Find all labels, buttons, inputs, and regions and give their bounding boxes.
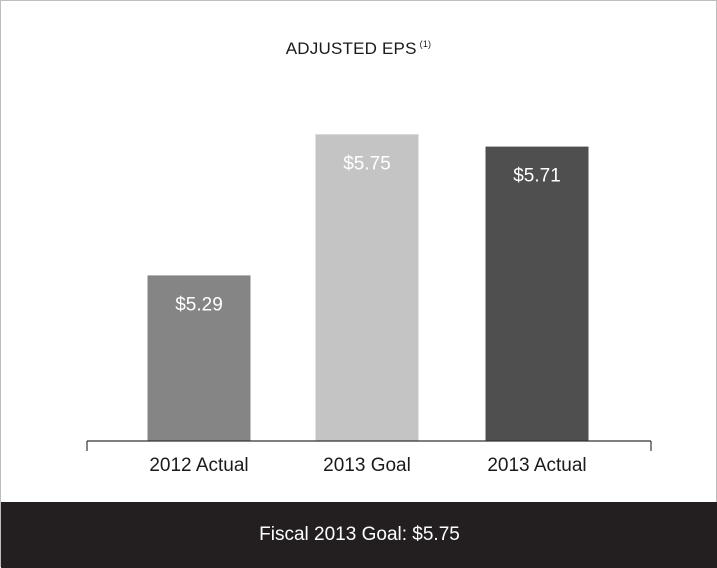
bars-layer: $5.29 $5.75 $5.71 (147, 134, 589, 442)
bar-2013-goal (315, 134, 419, 442)
bar-value-label: $5.29 (175, 294, 223, 315)
category-labels: 2012 Actual 2013 Goal 2013 Actual (149, 455, 586, 476)
chart-title-footnote: (1) (419, 39, 432, 50)
category-label: 2013 Actual (487, 455, 586, 476)
bar-2012-actual (147, 275, 251, 441)
category-label: 2012 Actual (149, 455, 248, 476)
chart-title: ADJUSTED EPS (1) (1, 39, 716, 59)
goal-footer-banner: Fiscal 2013 Goal: $5.75 (1, 502, 717, 568)
bar-value-label: $5.71 (513, 166, 561, 187)
chart-title-text: ADJUSTED EPS (285, 39, 417, 58)
bar-chart: $5.29 $5.75 $5.71 2012 Actual 2013 Goal 2013… (86, 134, 652, 476)
category-label: 2013 Goal (323, 455, 411, 476)
x-axis (86, 440, 652, 451)
goal-footer-text: Fiscal 2013 Goal: $5.75 (259, 524, 460, 545)
bar-2013-actual (485, 146, 589, 441)
bar-value-label: $5.75 (343, 153, 391, 174)
